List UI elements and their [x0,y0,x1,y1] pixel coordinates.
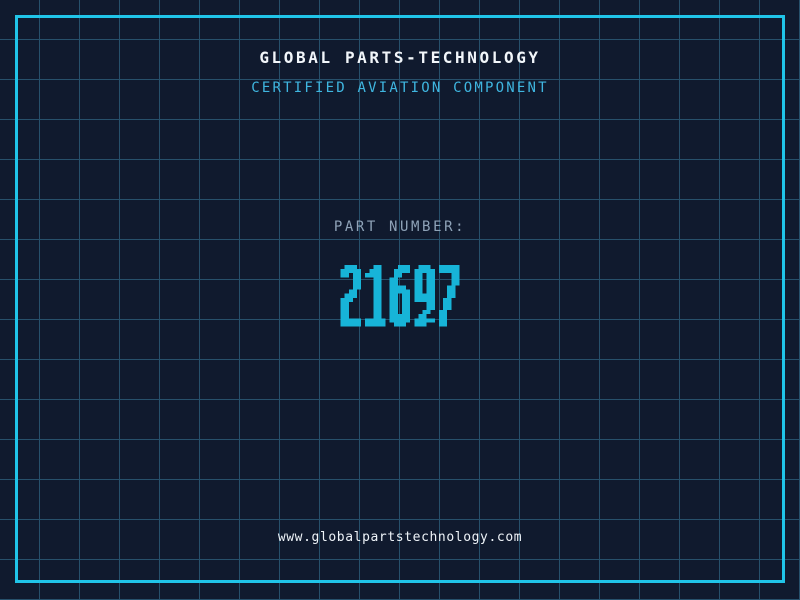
part-number-bitmap-digits [340,265,460,327]
part-number-label: PART NUMBER: [333,219,467,235]
company-title: GLOBAL PARTS-TECHNOLOGY [259,48,541,67]
website-url: www.globalpartstechnology.com [277,530,523,545]
part-number-value [0,258,800,334]
certification-subtitle: CERTIFIED AVIATION COMPONENT [251,80,549,96]
